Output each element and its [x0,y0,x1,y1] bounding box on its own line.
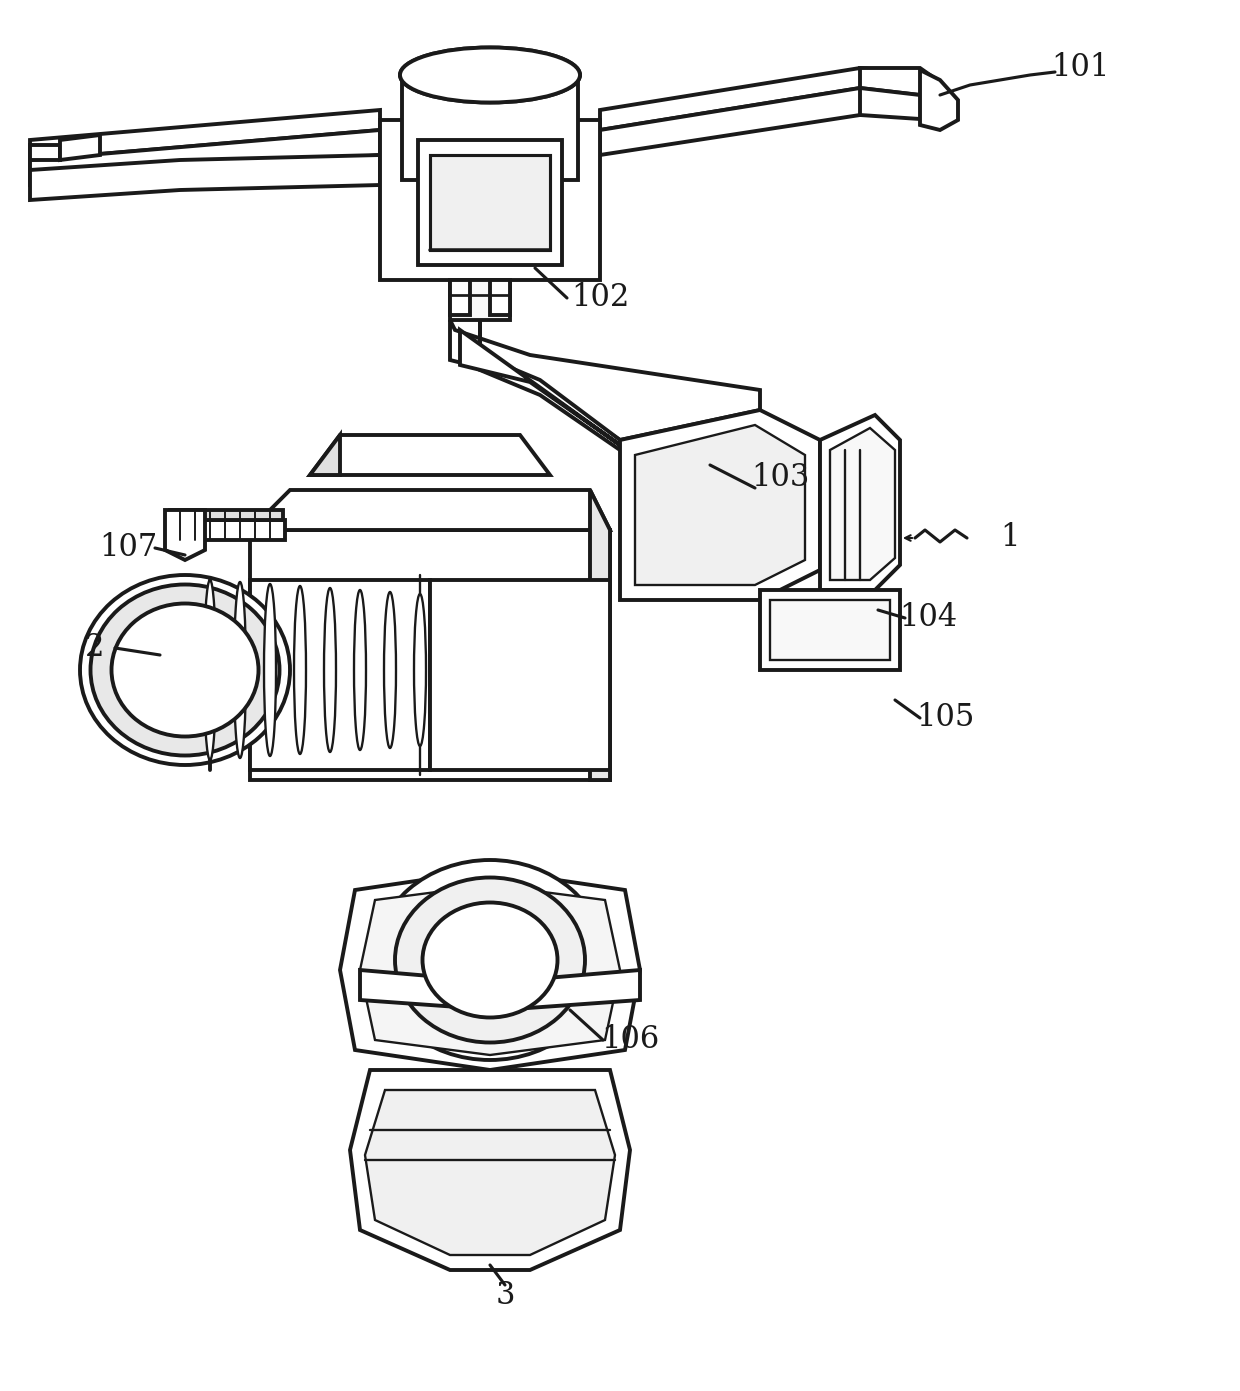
Polygon shape [418,140,562,266]
Ellipse shape [264,584,277,755]
Polygon shape [450,280,510,320]
Text: 104: 104 [899,602,957,633]
Polygon shape [30,154,379,200]
Polygon shape [760,590,900,670]
Polygon shape [430,580,610,771]
Ellipse shape [91,584,279,755]
Polygon shape [861,88,935,120]
Polygon shape [360,885,620,1054]
Ellipse shape [81,574,290,765]
Polygon shape [450,320,760,440]
Polygon shape [590,490,610,780]
Text: 101: 101 [1050,53,1110,83]
Polygon shape [250,580,430,771]
Polygon shape [30,110,379,160]
Ellipse shape [324,588,336,753]
Ellipse shape [401,47,580,103]
Polygon shape [360,970,640,1010]
Polygon shape [830,428,895,580]
Ellipse shape [234,581,246,758]
Polygon shape [379,120,600,280]
Polygon shape [635,426,805,586]
Polygon shape [165,510,205,561]
Ellipse shape [423,903,558,1017]
Polygon shape [620,410,820,600]
Polygon shape [861,68,940,100]
Ellipse shape [205,580,216,759]
Polygon shape [600,68,900,129]
Ellipse shape [374,860,605,1060]
Text: 3: 3 [495,1280,515,1310]
Polygon shape [170,510,283,520]
Text: 106: 106 [601,1025,660,1056]
Polygon shape [365,1091,615,1255]
Polygon shape [920,70,959,129]
Polygon shape [167,520,285,540]
Polygon shape [310,435,551,474]
Text: 107: 107 [99,533,157,563]
Text: 1: 1 [1001,523,1019,554]
Text: 102: 102 [570,282,629,313]
Polygon shape [310,435,340,474]
Polygon shape [820,415,900,590]
Ellipse shape [353,590,366,750]
Text: 105: 105 [916,702,975,733]
Polygon shape [600,88,900,154]
Polygon shape [30,135,100,170]
Polygon shape [490,280,510,314]
Polygon shape [402,75,578,179]
Ellipse shape [396,878,585,1042]
Polygon shape [460,330,620,445]
Polygon shape [350,1070,630,1270]
Ellipse shape [401,47,580,103]
Polygon shape [30,145,60,160]
Text: 103: 103 [750,462,810,494]
Polygon shape [250,530,610,780]
Ellipse shape [294,586,306,754]
Polygon shape [430,154,551,250]
Polygon shape [30,129,379,185]
Polygon shape [60,135,100,160]
Ellipse shape [414,594,427,746]
Polygon shape [250,490,610,530]
Polygon shape [480,320,620,451]
Ellipse shape [384,593,396,748]
Polygon shape [340,869,640,1070]
Ellipse shape [112,604,258,736]
Polygon shape [450,280,470,314]
Polygon shape [770,600,890,659]
Text: 2: 2 [86,633,104,664]
